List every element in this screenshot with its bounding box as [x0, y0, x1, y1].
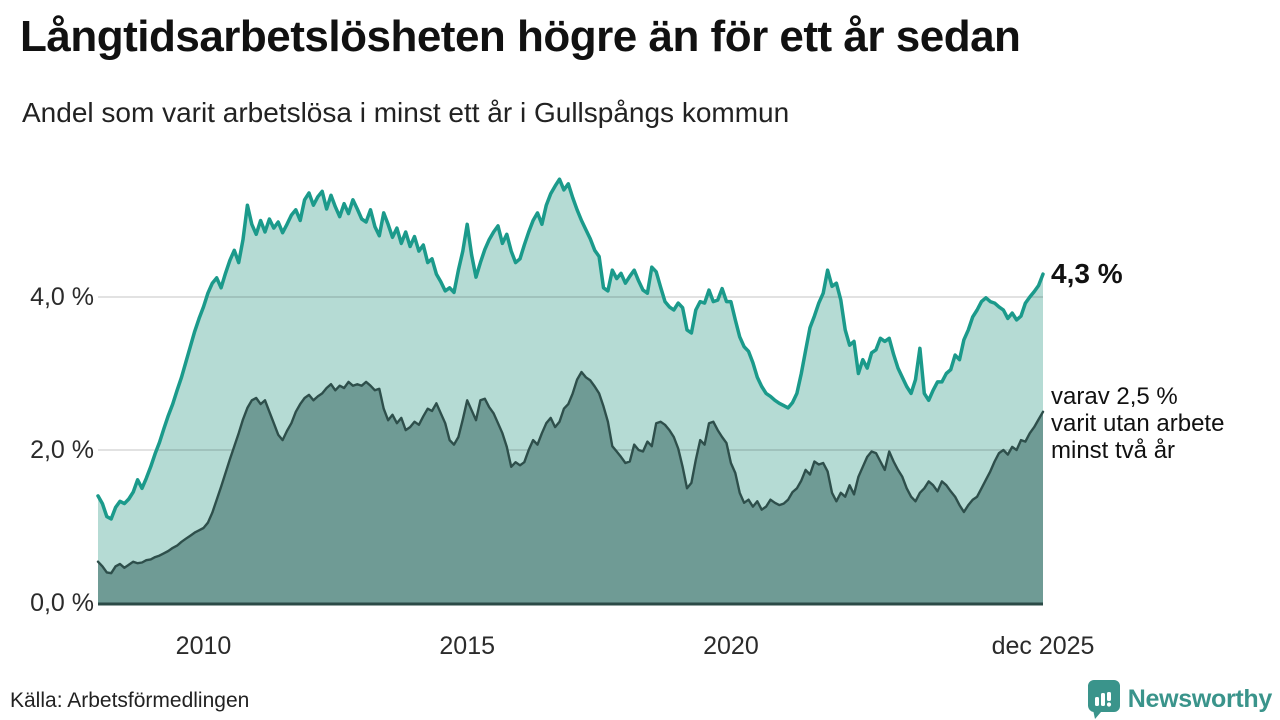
y-axis-label: 2,0 % [30, 436, 94, 464]
area-fill-min-two-years [98, 372, 1043, 603]
x-axis-label: 2015 [439, 632, 496, 660]
line-min-two-years [96, 370, 1045, 575]
newsworthy-bubble-icon [1087, 680, 1120, 719]
annotation-line-3: minst två år [1051, 437, 1176, 464]
annotation-line-2: varit utan arbete [1051, 410, 1225, 437]
source-credit: Källa: Arbetsförmedlingen [10, 689, 250, 712]
x-axis-label: dec 2025 [991, 632, 1095, 660]
page-subtitle: Andel som varit arbetslösa i minst ett å… [22, 97, 790, 128]
secondary-value-annotation: varav 2,5 % varit utan arbete minst två … [1051, 383, 1224, 464]
latest-value-annotation: 4,3 % [1051, 258, 1123, 289]
annotation-line-1: varav 2,5 % [1051, 383, 1178, 410]
page-title: Långtidsarbetslösheten högre än för ett … [20, 12, 1021, 61]
y-axis-label: 4,0 % [30, 283, 94, 311]
x-axis-label: 2010 [175, 632, 232, 660]
newsworthy-wordmark: Newsworthy [1127, 684, 1273, 713]
y-axis-label: 0,0 % [30, 589, 94, 617]
x-axis-label: 2020 [703, 632, 759, 660]
line-min-one-year [96, 177, 1045, 521]
newsworthy-logo[interactable]: Newsworthy [1087, 678, 1272, 720]
